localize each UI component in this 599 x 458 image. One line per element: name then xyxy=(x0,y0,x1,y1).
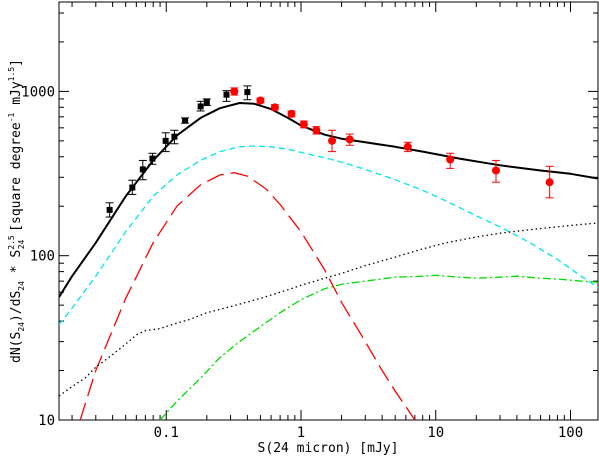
data-point-square xyxy=(203,99,210,106)
data-point-circle xyxy=(345,135,354,144)
data-point-square xyxy=(197,103,204,110)
data-point-square xyxy=(171,133,178,140)
data-point-circle xyxy=(270,103,279,112)
model-curve-dashed xyxy=(59,145,598,326)
data-point-circle xyxy=(256,96,265,105)
tick-labels: 0.1 1 10 100 10 100 1000 xyxy=(21,84,583,441)
data-point-circle xyxy=(446,155,455,164)
model-curve-dotted xyxy=(59,222,598,397)
model-curve-dashdot xyxy=(159,274,598,420)
data-point-circle xyxy=(287,109,296,118)
plot-frame xyxy=(58,1,599,421)
model-curve-longdash xyxy=(79,172,416,420)
y-tick-label: 10 xyxy=(38,413,55,429)
model-curves xyxy=(59,102,598,420)
data-point-circle xyxy=(491,166,500,175)
x-tick-label: 10 xyxy=(427,425,444,441)
model-curve-solid xyxy=(59,102,598,298)
x-axis-label: S(24 micron) [mJy] xyxy=(258,441,399,456)
data-point-circle xyxy=(312,126,321,135)
data-point-circle xyxy=(403,142,412,151)
data-point-circle xyxy=(328,136,337,145)
axis-ticks xyxy=(59,2,598,421)
y-tick-label: 1000 xyxy=(21,84,55,100)
x-tick-label: 0.1 xyxy=(154,425,179,441)
data-point-square xyxy=(182,117,189,124)
data-point-circle xyxy=(230,87,239,96)
data-point-square xyxy=(162,137,169,144)
y-tick-label: 100 xyxy=(30,249,55,265)
data-point-square xyxy=(244,89,251,96)
data-point-square xyxy=(223,91,230,98)
data-point-square xyxy=(139,166,146,173)
x-tick-label: 1 xyxy=(297,425,305,441)
y-axis-label: dN(S24)/dS24 * S2.524 [square degree-1 m… xyxy=(7,59,26,363)
data-point-square xyxy=(149,155,156,162)
data-point-circle xyxy=(545,178,554,187)
data-point-square xyxy=(106,206,113,213)
data-point-circle xyxy=(299,120,308,129)
x-tick-label: 100 xyxy=(558,425,583,441)
data-points xyxy=(105,85,554,218)
data-point-square xyxy=(129,184,136,191)
